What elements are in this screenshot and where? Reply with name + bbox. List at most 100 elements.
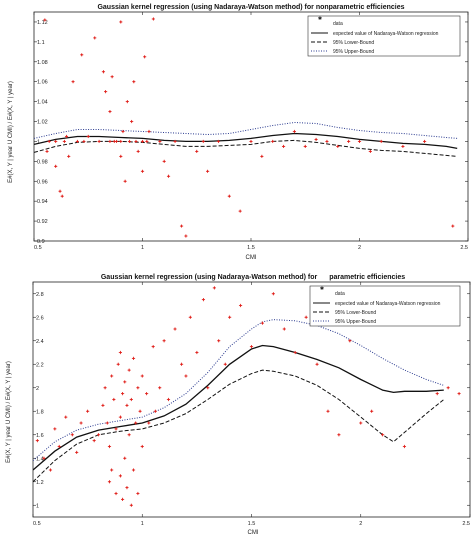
chart-1-data-point bbox=[97, 139, 101, 144]
chart-2-ylabel: E#(X, Y | year U CMI) / E#(X, Y | year) bbox=[6, 361, 12, 463]
chart-2-data-point bbox=[151, 345, 155, 349]
chart-1-legend-lower: 95% Lower-Bound bbox=[333, 40, 374, 46]
chart-2-data-point bbox=[140, 444, 144, 449]
chart-1-data-point bbox=[60, 194, 64, 198]
chart-1-y-tick-label: 1.04 bbox=[37, 100, 48, 106]
chart-2-data-point bbox=[381, 433, 385, 437]
chart-2-data-point bbox=[249, 345, 254, 349]
chart-2-data-point bbox=[145, 392, 149, 396]
chart-2-data-point bbox=[92, 439, 96, 443]
chart-1-data-point bbox=[140, 169, 145, 173]
chart-2-data-point bbox=[271, 292, 275, 296]
chart-2-x-tick-label: 1.5 bbox=[248, 521, 256, 527]
chart-1-data-point bbox=[179, 224, 184, 228]
chart-2-data-point bbox=[138, 409, 142, 413]
chart-1-data-point bbox=[260, 154, 264, 158]
chart-panel-2: Gaussian kernel regression (using Nadara… bbox=[6, 274, 471, 536]
chart-2-data-point bbox=[107, 480, 112, 484]
chart-2-data-point bbox=[105, 421, 109, 425]
chart-2-data-point bbox=[42, 456, 46, 460]
chart-1-data-point bbox=[368, 149, 372, 153]
chart-1-data-point bbox=[75, 139, 79, 144]
chart-2-data-point bbox=[140, 374, 144, 378]
chart-1-data-point bbox=[108, 109, 112, 114]
chart-2-data-point bbox=[75, 450, 79, 454]
chart-1-title: Gaussian kernel regression (using Nadara… bbox=[97, 4, 404, 11]
chart-1-y-tick-label: 1.12 bbox=[37, 20, 48, 26]
chart-1-y-tick-label: 0.98 bbox=[37, 159, 48, 165]
chart-2-data-point bbox=[101, 403, 105, 407]
chart-2-y-tick-label: 1.4 bbox=[36, 456, 44, 462]
chart-2-data-point bbox=[131, 468, 136, 472]
chart-2-xlabel: CMI bbox=[248, 530, 259, 536]
chart-1-y-tick-label: 0.94 bbox=[37, 199, 48, 205]
chart-2-legend-lower: 95% Lower-Bound bbox=[335, 310, 376, 316]
chart-2-data-point bbox=[127, 368, 131, 372]
chart-1-y-tick-label: 1.1 bbox=[37, 40, 45, 46]
chart-2-data-point bbox=[162, 339, 166, 343]
chart-1-data-point bbox=[45, 149, 49, 153]
chart-2-data-point bbox=[201, 298, 206, 302]
chart-2-y-tick-label: 2.8 bbox=[36, 292, 44, 298]
chart-2-data-point bbox=[110, 468, 114, 472]
chart-2-title-main: Gaussian kernel regression (using Nadara… bbox=[101, 274, 318, 281]
chart-1-y-tick-label: 1.08 bbox=[37, 60, 48, 66]
chart-1-data-point bbox=[292, 129, 296, 134]
chart-1-y-tick-label: 0.9 bbox=[37, 239, 45, 245]
chart-2-data-point bbox=[127, 433, 131, 437]
chart-1-data-point bbox=[54, 139, 58, 144]
chart-1-data-point bbox=[166, 174, 171, 178]
chart-1-data-point bbox=[451, 224, 455, 228]
chart-2-data-point bbox=[166, 397, 171, 402]
chart-2-data-point bbox=[435, 392, 439, 396]
chart-2-data-point bbox=[359, 421, 363, 425]
chart-1-data-point bbox=[67, 154, 71, 158]
chart-1-data-point bbox=[121, 129, 125, 134]
chart-1-data-point bbox=[158, 139, 162, 144]
chart-1-data-point bbox=[71, 80, 75, 84]
chart-1-data-point bbox=[151, 17, 155, 21]
chart-1-data-point bbox=[347, 139, 351, 144]
chart-2-data-point bbox=[188, 315, 192, 319]
chart-2-y-tick-label: 1.8 bbox=[36, 409, 44, 415]
chart-1-x-tick-label: 2 bbox=[358, 245, 361, 251]
chart-2-data-point bbox=[304, 315, 308, 319]
chart-1-series-line-1 bbox=[34, 132, 458, 150]
chart-2-data-point bbox=[136, 491, 140, 496]
chart-2-legend-upper: 95% Upper-Bound bbox=[335, 319, 376, 325]
chart-1-y-tick-label: 1.02 bbox=[37, 120, 48, 126]
chart-2-y-tick-label: 2.2 bbox=[36, 362, 44, 368]
chart-2-y-tick-label: 2 bbox=[36, 386, 39, 392]
chart-2-data-point bbox=[179, 362, 184, 366]
chart-2-legend-box bbox=[309, 285, 461, 327]
chart-2-data-point bbox=[64, 415, 68, 419]
chart-1-data-point bbox=[104, 90, 108, 94]
chart-1-data-point bbox=[206, 169, 210, 173]
chart-2-x-tick-label: 1 bbox=[141, 521, 144, 527]
chart-2-y-tick-label: 2.6 bbox=[36, 315, 44, 321]
chart-2-data-point bbox=[114, 427, 118, 431]
chart-1-data-point bbox=[119, 154, 123, 158]
chart-1-data-point bbox=[325, 139, 329, 144]
chart-2-data-point bbox=[118, 350, 122, 355]
chart-1-data-point bbox=[336, 144, 340, 149]
chart-2-data-point bbox=[120, 392, 125, 396]
chart-2-data-point bbox=[315, 362, 319, 366]
chart-2-data-point bbox=[206, 386, 210, 390]
chart-2-series-line-2 bbox=[33, 369, 445, 483]
chart-2-data-point bbox=[116, 362, 120, 366]
chart-2-data-point bbox=[107, 444, 112, 449]
chart-1-y-tick-label: 0.96 bbox=[37, 179, 48, 185]
chart-1-data-point bbox=[108, 139, 112, 144]
chart-1-x-tick-label: 2.5 bbox=[460, 245, 468, 251]
chart-1-data-point bbox=[64, 134, 69, 139]
chart-1-data-point bbox=[303, 144, 307, 149]
chart-1-data-point bbox=[184, 234, 188, 238]
chart-2-legend-data: data bbox=[335, 291, 345, 297]
chart-1-x-tick-label: 0.5 bbox=[34, 245, 42, 251]
chart-1-data-point bbox=[47, 139, 51, 144]
chart-1-data-point bbox=[125, 100, 129, 104]
chart-1-y-tick-label: 1.06 bbox=[37, 80, 48, 86]
chart-2-data-point bbox=[195, 350, 199, 355]
chart-2-legend-marker: ✱ bbox=[320, 286, 324, 292]
